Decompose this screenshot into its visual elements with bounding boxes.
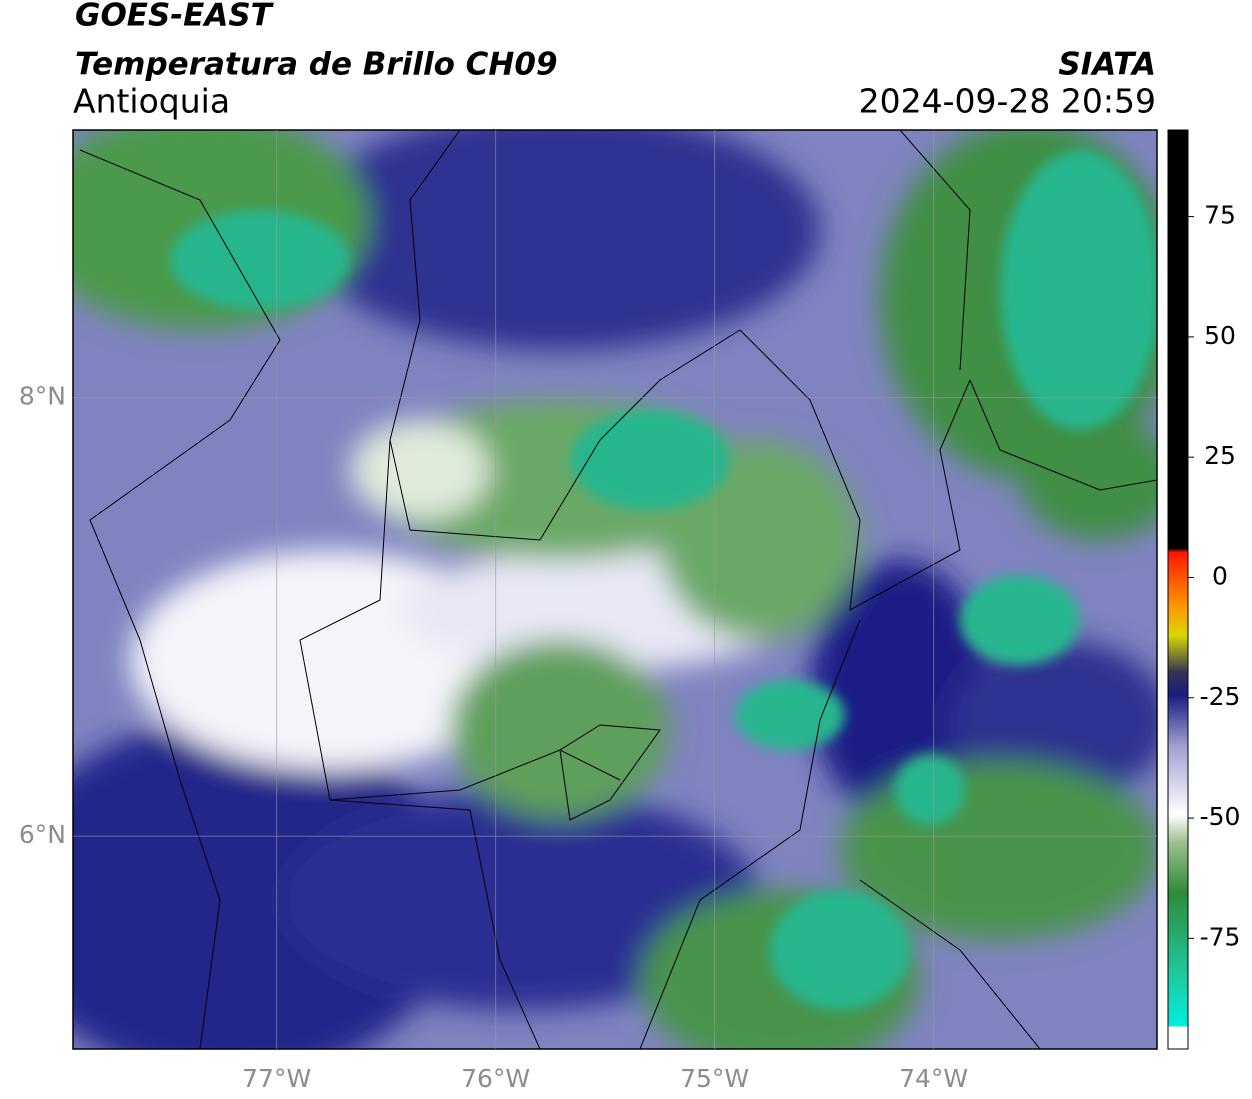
x-tick-label: 75°W <box>680 1064 749 1093</box>
graticule <box>73 130 1157 1049</box>
colorbar <box>1167 129 1189 1050</box>
colorbar-tick-label: -50 <box>1200 802 1241 831</box>
subtitle: Temperatura de Brillo CH09 <box>75 47 558 83</box>
x-tick-label: 77°W <box>242 1064 311 1093</box>
y-tick-label: 8°N <box>19 382 66 411</box>
map-frame <box>72 129 1158 1050</box>
colorbar-tick-label: -25 <box>1200 682 1241 711</box>
title: GOES-EAST <box>75 0 275 34</box>
colorbar-tick-label: -75 <box>1200 922 1241 951</box>
x-tick-label: 74°W <box>899 1064 968 1093</box>
colorbar-tick-label: 25 <box>1204 441 1236 470</box>
colorbar-tick-label: 50 <box>1204 321 1236 350</box>
x-tick-label: 76°W <box>461 1064 530 1093</box>
y-tick-label: 6°N <box>19 820 66 849</box>
colorbar-tick-label: 75 <box>1204 201 1236 230</box>
region: Antioquia <box>73 82 230 121</box>
colorbar-tick-label: 0 <box>1212 561 1228 590</box>
datetime: 2024-09-28 20:59 <box>859 82 1156 121</box>
source: SIATA <box>1058 47 1156 83</box>
satellite-image <box>73 130 1157 1049</box>
